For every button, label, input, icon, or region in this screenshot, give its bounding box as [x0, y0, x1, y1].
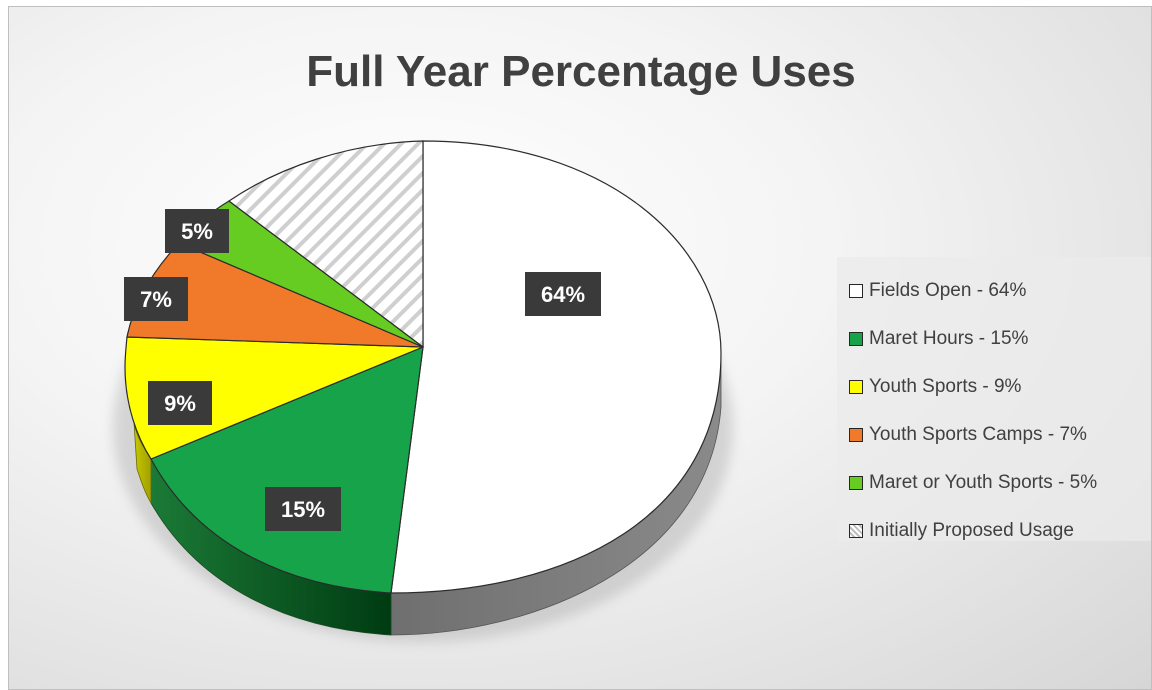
- data-label-maret-or-youth-sports: 5%: [165, 209, 229, 253]
- chart-title: Full Year Percentage Uses: [306, 47, 856, 96]
- data-label-bg: [124, 277, 188, 321]
- legend-item: Youth Sports Camps - 7%: [849, 411, 1151, 459]
- chart-legend: Fields Open - 64% Maret Hours - 15% Yout…: [837, 257, 1151, 541]
- data-label-text: 5%: [181, 219, 213, 244]
- data-label-bg: [525, 272, 601, 316]
- legend-label: Maret Hours - 15%: [869, 328, 1029, 349]
- legend-swatch: [849, 476, 863, 490]
- data-label-text: 7%: [140, 287, 172, 312]
- data-label-fields-open: 64%: [525, 272, 601, 316]
- data-label-text: 15%: [281, 497, 325, 522]
- data-label-bg: [148, 381, 212, 425]
- data-label-youth-sports-camps: 7%: [124, 277, 188, 321]
- chart-area: Full Year Percentage Uses: [8, 6, 1152, 690]
- legend-label: Youth Sports Camps - 7%: [869, 424, 1087, 445]
- legend-item: Maret Hours - 15%: [849, 315, 1151, 363]
- data-label-bg: [165, 209, 229, 253]
- data-label-bg: [265, 487, 341, 531]
- data-label-text: 64%: [541, 282, 585, 307]
- legend-item: Youth Sports - 9%: [849, 363, 1151, 411]
- data-label-maret-hours: 15%: [265, 487, 341, 531]
- legend-label: Initially Proposed Usage: [869, 520, 1074, 541]
- legend-item: Maret or Youth Sports - 5%: [849, 459, 1151, 507]
- legend-label: Fields Open - 64%: [869, 280, 1027, 301]
- pie-chart: 64% 15% 9% 7% 5%: [113, 140, 733, 642]
- legend-item: Fields Open - 64%: [849, 267, 1151, 315]
- data-label-youth-sports: 9%: [148, 381, 212, 425]
- data-label-text: 9%: [164, 391, 196, 416]
- legend-swatch: [849, 428, 863, 442]
- legend-swatch: [849, 284, 863, 298]
- pie-depth-yellow: [133, 422, 152, 505]
- legend-swatch: [849, 332, 863, 346]
- pie-slice-maret-hours: [150, 346, 424, 594]
- legend-label: Youth Sports - 9%: [869, 376, 1022, 397]
- pie-slice-initially-proposed: [227, 140, 424, 349]
- pie-slice-youth-sports: [124, 336, 424, 460]
- legend-swatch: [849, 380, 863, 394]
- legend-item: Initially Proposed Usage: [849, 507, 1151, 555]
- pie-slice-fields-open: [390, 140, 722, 594]
- legend-label: Maret or Youth Sports - 5%: [869, 472, 1098, 493]
- legend-swatch: [849, 524, 863, 538]
